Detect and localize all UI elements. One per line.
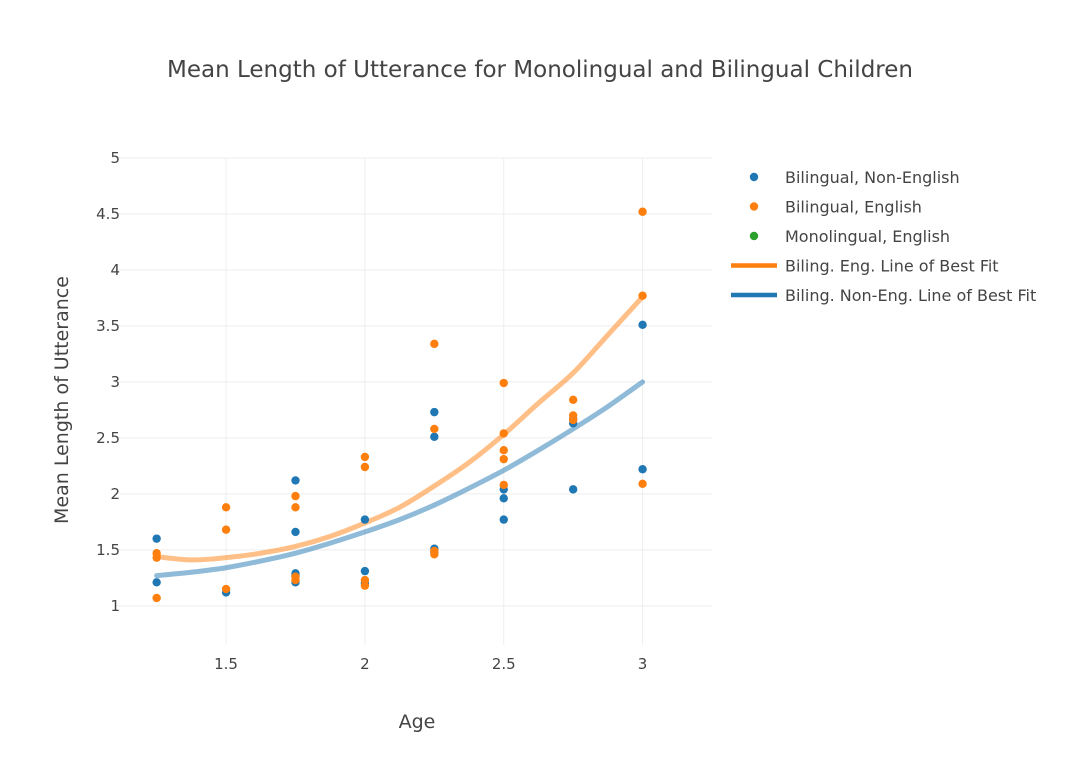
- y-tick-labels: 1 1.5 2 2.5 3 3.5 4 4.5 5: [96, 149, 120, 615]
- y-tick-label: 4: [110, 261, 120, 279]
- data-point: [499, 429, 508, 438]
- data-point: [638, 479, 647, 488]
- data-point: [499, 378, 508, 388]
- legend-marker: [749, 231, 759, 241]
- legend-item[interactable]: Biling. Non-Eng. Line of Best Fit: [731, 286, 1036, 305]
- y-tick-label: 5: [110, 149, 120, 167]
- fit-line-3: [154, 294, 646, 563]
- data-point: [499, 515, 508, 524]
- fit-line-4: [154, 379, 646, 579]
- y-axis-title: Mean Length of Utterance: [51, 276, 73, 524]
- data-point: [430, 432, 439, 441]
- legend-label: Biling. Eng. Line of Best Fit: [785, 257, 999, 276]
- x-tick-label: 1.5: [214, 655, 238, 673]
- data-point: [430, 407, 439, 417]
- data-point: [430, 550, 439, 559]
- legend-marker: [749, 172, 759, 182]
- legend-item[interactable]: Bilingual, Non-English: [749, 168, 960, 187]
- data-point: [291, 503, 300, 512]
- y-tick-label: 3: [110, 373, 120, 391]
- data-point: [291, 575, 300, 585]
- x-tick-labels: 1.5 2 2.5 3: [214, 655, 647, 673]
- data-point: [291, 527, 300, 537]
- data-point: [360, 462, 370, 472]
- data-point: [638, 207, 647, 216]
- data-point: [638, 291, 647, 300]
- y-tick-label: 1.5: [96, 541, 120, 559]
- y-tick-label: 2: [110, 485, 120, 503]
- legend-label: Monolingual, English: [785, 227, 950, 246]
- chart-title: Mean Length of Utterance for Monolingual…: [167, 57, 913, 83]
- data-point: [499, 446, 508, 455]
- y-tick-label: 1: [110, 597, 120, 615]
- data-point: [221, 503, 231, 512]
- y-tick-label: 3.5: [96, 317, 120, 335]
- data-point: [221, 584, 231, 594]
- data-point: [430, 424, 439, 434]
- scatter-points: [152, 207, 647, 603]
- x-axis-title: Age: [399, 711, 436, 733]
- data-point: [499, 494, 508, 503]
- data-point: [360, 452, 370, 462]
- legend-item[interactable]: Biling. Eng. Line of Best Fit: [731, 257, 999, 276]
- legend-marker: [749, 202, 759, 211]
- data-point: [152, 534, 161, 543]
- fit-lines: [154, 294, 646, 579]
- data-point: [152, 578, 161, 587]
- legend[interactable]: Bilingual, Non-English Bilingual, English…: [731, 168, 1036, 305]
- data-point: [568, 395, 578, 405]
- data-point: [152, 593, 161, 603]
- legend-item[interactable]: Monolingual, English: [749, 227, 950, 246]
- data-point: [568, 485, 578, 494]
- data-point: [638, 320, 647, 330]
- data-point: [360, 581, 370, 590]
- data-point: [430, 339, 439, 349]
- data-point: [638, 465, 647, 474]
- legend-item[interactable]: Bilingual, English: [749, 198, 922, 217]
- data-point: [291, 491, 300, 501]
- legend-label: Bilingual, English: [785, 198, 922, 217]
- legend-label: Biling. Non-Eng. Line of Best Fit: [785, 286, 1036, 305]
- legend-label: Bilingual, Non-English: [785, 168, 960, 187]
- data-point: [568, 415, 578, 425]
- data-point: [152, 553, 161, 562]
- data-point: [360, 566, 370, 576]
- x-tick-label: 3: [638, 655, 648, 673]
- x-tick-label: 2: [360, 655, 370, 673]
- grid-layer: [115, 157, 712, 645]
- data-point: [499, 454, 508, 464]
- x-tick-label: 2.5: [492, 655, 516, 673]
- data-point: [360, 515, 370, 524]
- y-tick-label: 2.5: [96, 429, 120, 447]
- data-point: [499, 480, 508, 490]
- y-tick-label: 4.5: [96, 205, 120, 223]
- data-point: [291, 476, 300, 485]
- data-point: [221, 525, 231, 534]
